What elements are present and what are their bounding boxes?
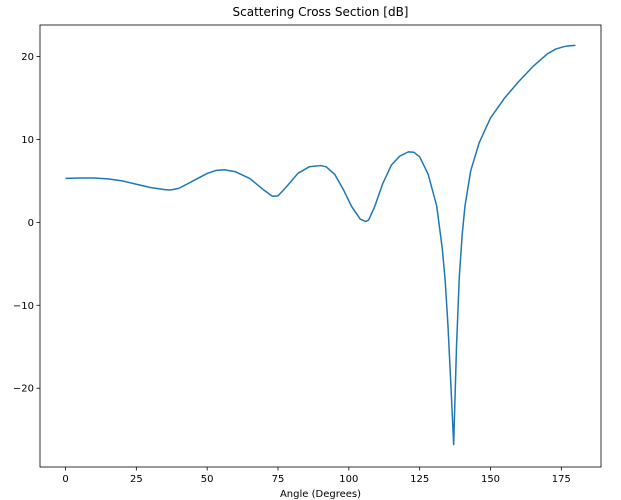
x-tick-label: 50 (201, 474, 214, 485)
y-tick-label: 20 (21, 52, 34, 63)
chart-title: Scattering Cross Section [dB] (233, 5, 409, 19)
x-axis: 0 25 50 75 100 125 150 175 (62, 467, 571, 485)
plot-frame (39, 24, 602, 468)
x-tick-label: 175 (552, 474, 571, 485)
x-axis-label: Angle (Degrees) (280, 489, 361, 500)
x-tick-label: 0 (62, 474, 68, 485)
y-tick-label: 10 (21, 135, 34, 146)
x-tick-label: 125 (410, 474, 429, 485)
plot-area (65, 44, 576, 446)
x-tick-label: 75 (272, 474, 285, 485)
x-tick-label: 150 (481, 474, 500, 485)
x-tick-label: 25 (130, 474, 143, 485)
y-axis: −20 −10 0 10 20 (13, 52, 40, 395)
y-tick-label: 0 (28, 218, 34, 229)
series-line (65, 44, 576, 446)
y-tick-label: −10 (13, 301, 34, 312)
x-tick-label: 100 (339, 474, 358, 485)
y-tick-label: −20 (13, 384, 34, 395)
